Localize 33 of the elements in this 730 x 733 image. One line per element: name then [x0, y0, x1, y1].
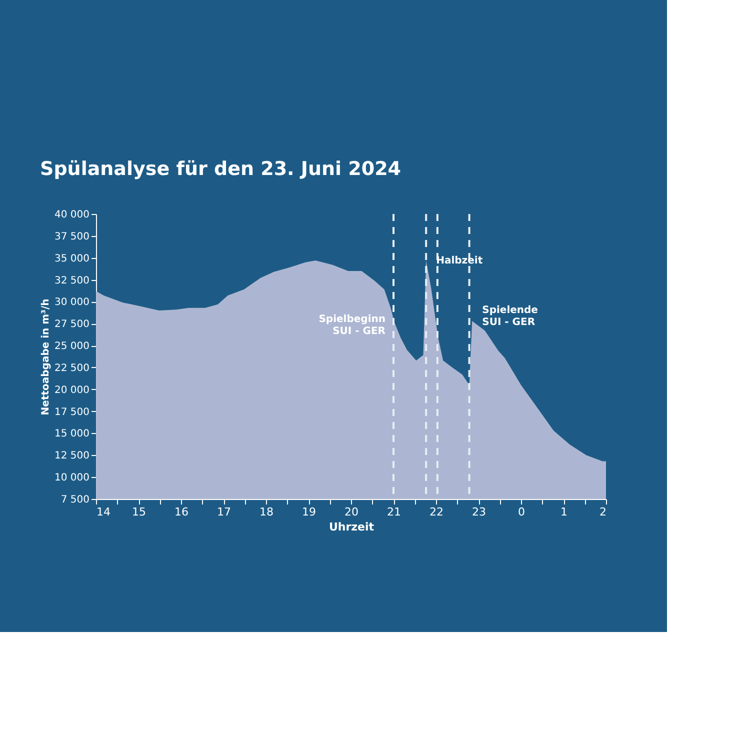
x-tick-label: 1 — [560, 506, 568, 518]
y-tick-label: 27 500 — [54, 319, 90, 330]
y-tick-label: 17 500 — [54, 406, 90, 418]
x-tick-label: 22 — [430, 506, 444, 518]
y-tick-label: 10 000 — [54, 472, 90, 484]
x-tick-label: 23 — [472, 506, 486, 518]
y-tick-label: 7 500 — [60, 494, 90, 506]
x-tick-label: 2 — [600, 506, 606, 518]
y-tick-label: 15 000 — [54, 428, 90, 440]
x-tick-label: 15 — [132, 506, 146, 518]
chart-title: Spülanalyse für den 23. Juni 2024 — [40, 158, 402, 180]
y-tick-label: 37 500 — [54, 231, 90, 242]
x-tick-label: 16 — [174, 506, 188, 518]
x-tick-label: 14 — [96, 506, 110, 518]
annotation: Spielende SUI - GER — [482, 304, 538, 328]
annotation: Spielbeginn SUI - GER — [318, 314, 386, 338]
x-tick-label: 0 — [518, 506, 525, 518]
x-tick-label: 21 — [387, 506, 401, 518]
y-tick-label: 20 000 — [54, 384, 90, 396]
annotation: Halbzeit — [436, 255, 483, 266]
x-tick-label: 17 — [217, 506, 231, 518]
y-tick-label: 12 500 — [54, 450, 90, 462]
x-axis-title: Uhrzeit — [328, 520, 374, 534]
y-axis-title: Nettoabgabe in m³/h — [40, 298, 52, 416]
y-tick-label: 32 500 — [54, 275, 90, 286]
x-tick-label: 20 — [344, 506, 358, 518]
y-tick-label: 40 000 — [54, 210, 90, 220]
x-tick-label: 19 — [302, 506, 316, 518]
y-tick-label: 22 500 — [54, 362, 90, 374]
y-tick-label: 25 000 — [54, 341, 90, 352]
y-tick-label: 30 000 — [54, 297, 90, 308]
y-tick-label: 35 000 — [54, 253, 90, 264]
x-tick-label: 18 — [260, 506, 274, 518]
